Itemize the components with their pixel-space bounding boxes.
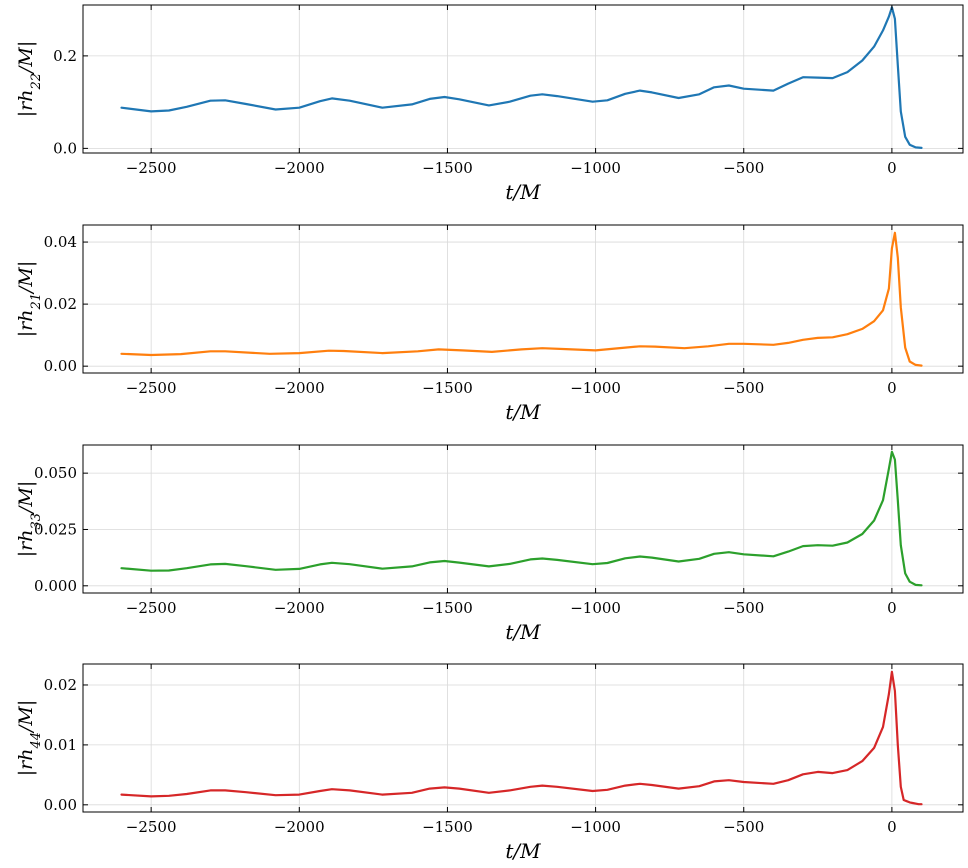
x-tick-label: −500 [723, 599, 764, 617]
x-axis-label: t/M [505, 620, 541, 644]
y-tick-label: 0.00 [44, 796, 77, 814]
x-tick-label: −2000 [274, 599, 325, 617]
series-line [120, 450, 923, 587]
subplot-h44: −2500 −2000 −1500 −1000 −500 0 0.00 0.01 0.02 t/… [15, 663, 964, 863]
subplot-h33: −2500 −2000 −1500 −1000 −500 0 0.000 0.025 0.050… [15, 444, 964, 644]
y-axis-label: |rh22/M| [15, 41, 44, 118]
y-axis-label: |rh33/M| [15, 481, 44, 558]
x-tick-label: −2500 [126, 818, 177, 836]
series-line [120, 6, 923, 149]
y-tick-label: 0.04 [44, 233, 77, 251]
plot-frame [82, 4, 964, 154]
plot-frame [82, 663, 964, 813]
data-line [120, 231, 923, 367]
data-line [120, 670, 923, 806]
data-line [120, 450, 923, 587]
x-tick-label: −1500 [422, 379, 473, 397]
data-line [120, 6, 923, 149]
y-tick-label: 0.0 [53, 139, 77, 157]
subplot-h22: −2500 −2000 −1500 −1000 −500 0 0.0 0.2 t/M |rh2… [15, 4, 964, 204]
x-axis-label: t/M [505, 400, 541, 424]
y-tick-label: 0.2 [53, 47, 77, 65]
x-tick-label: −500 [723, 379, 764, 397]
grid [83, 445, 963, 593]
x-axis-label: t/M [505, 839, 541, 863]
x-tick-label: 0 [887, 159, 897, 177]
x-tick-label: −1000 [570, 818, 621, 836]
ticks: −2500 −2000 −1500 −1000 −500 0 0.00 0.01 0.02 [44, 664, 963, 836]
x-tick-label: −2500 [126, 379, 177, 397]
y-axis-label: |rh21/M| [15, 261, 44, 338]
x-tick-label: −1500 [422, 818, 473, 836]
y-tick-label: 0.050 [34, 464, 77, 482]
y-tick-label: 0.01 [44, 736, 77, 754]
y-axis-label: |rh44/M| [15, 700, 44, 777]
grid [83, 225, 963, 373]
y-tick-label: 0.000 [34, 577, 77, 595]
ticks: −2500 −2000 −1500 −1000 −500 0 0.0 0.2 [53, 5, 963, 177]
x-tick-label: −1500 [422, 599, 473, 617]
x-tick-label: 0 [887, 599, 897, 617]
x-axis-label: t/M [505, 180, 541, 204]
x-tick-label: −2500 [126, 599, 177, 617]
ticks: −2500 −2000 −1500 −1000 −500 0 0.000 0.025 0.050 [34, 445, 963, 617]
subplot-h21: −2500 −2000 −1500 −1000 −500 0 0.00 0.02 0.04 t/… [15, 224, 964, 424]
y-tick-label: 0.00 [44, 357, 77, 375]
grid [83, 664, 963, 812]
ticks: −2500 −2000 −1500 −1000 −500 0 0.00 0.02 0.04 [44, 225, 963, 397]
x-tick-label: −1000 [570, 159, 621, 177]
series-line [120, 231, 923, 367]
x-tick-label: 0 [887, 818, 897, 836]
y-tick-label: 0.02 [44, 295, 77, 313]
x-tick-label: −2000 [274, 818, 325, 836]
y-tick-label: 0.025 [34, 520, 77, 538]
x-tick-label: −1000 [570, 379, 621, 397]
x-tick-label: −1500 [422, 159, 473, 177]
grid [83, 5, 963, 153]
x-tick-label: −2000 [274, 159, 325, 177]
plot-frame [82, 444, 964, 594]
x-tick-label: 0 [887, 379, 897, 397]
x-tick-label: −500 [723, 159, 764, 177]
plot-frame [82, 224, 964, 374]
x-tick-label: −1000 [570, 599, 621, 617]
y-tick-label: 0.02 [44, 676, 77, 694]
x-tick-label: −2000 [274, 379, 325, 397]
x-tick-label: −500 [723, 818, 764, 836]
series-line [120, 670, 923, 806]
x-tick-label: −2500 [126, 159, 177, 177]
